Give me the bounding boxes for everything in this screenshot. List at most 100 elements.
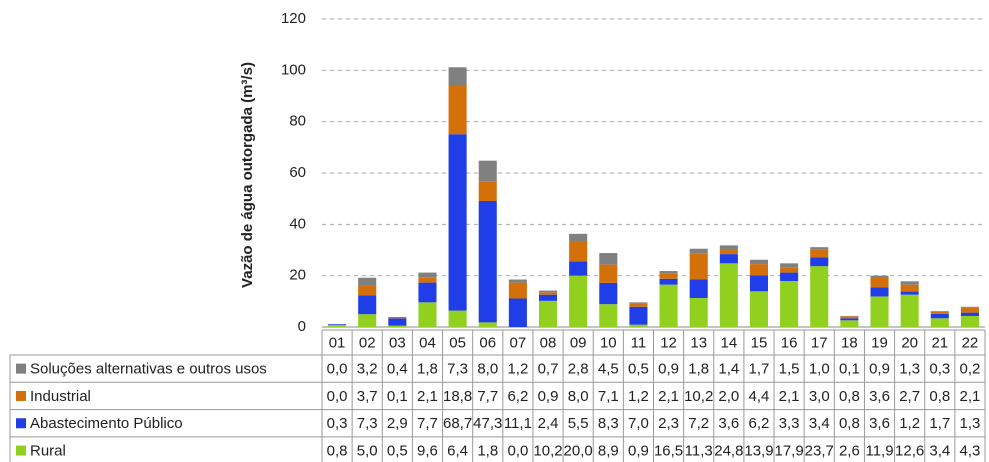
bar-segment — [538, 300, 558, 327]
table-value: 8,3 — [598, 415, 619, 432]
bar-segment — [749, 291, 769, 327]
bar-segment — [810, 257, 829, 267]
bar-segment — [870, 296, 889, 327]
x-tick-label: 03 — [389, 334, 406, 351]
table-value: 2,9 — [387, 415, 408, 432]
table-value: 3,4 — [809, 415, 830, 432]
table-value: 9,6 — [417, 443, 438, 460]
bar-segment — [689, 279, 708, 298]
table-value: 1,8 — [688, 361, 709, 378]
x-tick-label: 14 — [720, 334, 737, 351]
bar-segment — [448, 310, 467, 327]
table-value: 1,5 — [779, 361, 800, 378]
table-value: 23,7 — [805, 443, 834, 460]
bar-segment — [508, 282, 527, 299]
bar-segment — [448, 134, 467, 311]
y-tick-label: 80 — [289, 113, 306, 130]
x-tick-label: 21 — [931, 334, 948, 351]
bar-segment — [508, 279, 527, 283]
bar-segment — [569, 241, 588, 262]
table-value: 0,2 — [960, 361, 981, 378]
y-tick-label: 100 — [281, 61, 306, 78]
bar-segment — [478, 322, 497, 327]
table-value: 0,8 — [839, 415, 860, 432]
bar-segment — [659, 278, 678, 285]
table-value: 2,1 — [960, 388, 981, 405]
y-tick-label: 20 — [289, 267, 306, 284]
table-value: 11,9 — [865, 443, 893, 460]
table-value: 0,8 — [839, 388, 860, 405]
table-value: 4,5 — [598, 361, 619, 378]
table-value: 2,1 — [658, 388, 679, 405]
table-value: 0,0 — [327, 361, 348, 378]
table-value: 0,3 — [929, 361, 950, 378]
table-value: 2,0 — [718, 388, 739, 405]
table-value: 7,3 — [447, 361, 468, 378]
bar-segment — [659, 273, 678, 279]
bar-segment — [448, 67, 467, 86]
table-value: 4,4 — [749, 388, 770, 405]
table-value: 1,3 — [960, 415, 981, 432]
table-value: 0,0 — [507, 443, 528, 460]
table-value: 2,1 — [779, 388, 800, 405]
table-value: 2,7 — [899, 388, 920, 405]
table-value: 0,9 — [658, 361, 679, 378]
legend-label: Soluções alternativas e outros usos — [30, 361, 267, 378]
table-value: 12,6 — [895, 443, 924, 460]
table-value: 0,5 — [387, 443, 408, 460]
table-value: 0,1 — [839, 361, 860, 378]
table-value: 3,7 — [357, 388, 378, 405]
x-tick-label: 04 — [419, 334, 436, 351]
table-value: 18,8 — [443, 388, 472, 405]
table-value: 17,9 — [775, 443, 804, 460]
table-value: 4,3 — [960, 443, 981, 460]
bar-segment — [840, 318, 859, 321]
table-value: 2,6 — [839, 443, 860, 460]
x-tick-label: 06 — [479, 334, 496, 351]
legend-swatch — [16, 445, 26, 456]
bar-segment — [780, 272, 799, 282]
x-tick-label: 08 — [540, 334, 557, 351]
bar-segment — [418, 302, 437, 327]
x-tick-label: 12 — [660, 334, 677, 351]
bar-segment — [810, 266, 829, 327]
bar-segment — [358, 314, 377, 327]
bar-segment — [930, 311, 949, 314]
table-value: 7,0 — [628, 415, 649, 432]
bar-segment — [749, 264, 769, 276]
bar-segment — [659, 284, 678, 327]
table-value: 10,2 — [684, 388, 713, 405]
table-value: 1,7 — [749, 361, 770, 378]
table-value: 6,2 — [507, 388, 528, 405]
bar-segment — [508, 298, 527, 327]
bar-segment — [870, 277, 889, 288]
bar-segment — [418, 272, 437, 278]
table-value: 0,4 — [387, 361, 408, 378]
bar-segment — [358, 295, 377, 315]
legend-label: Abastecimento Público — [30, 415, 183, 432]
y-tick-label: 40 — [289, 215, 306, 232]
table-value: 3,6 — [869, 415, 890, 432]
table-value: 0,9 — [538, 388, 559, 405]
bar-segment — [780, 281, 799, 327]
table-value: 24,8 — [714, 443, 743, 460]
bar-segment — [810, 249, 829, 258]
x-tick-label: 11 — [631, 334, 647, 351]
bar-segment — [900, 281, 919, 285]
table-value: 10,2 — [533, 443, 562, 460]
table-value: 47,3 — [473, 415, 502, 432]
bar-segment — [659, 271, 678, 274]
table-value: 20,0 — [564, 443, 593, 460]
table-value: 1,7 — [929, 415, 950, 432]
table-value: 16,5 — [654, 443, 683, 460]
table-value: 5,0 — [357, 443, 378, 460]
table-value: 2,8 — [568, 361, 589, 378]
bar-segment — [388, 318, 407, 326]
bar-segment — [930, 318, 949, 327]
table-value: 1,4 — [718, 361, 739, 378]
table-value: 2,3 — [658, 415, 679, 432]
x-tick-label: 13 — [690, 334, 707, 351]
x-tick-label: 22 — [962, 334, 979, 351]
table-value: 1,8 — [477, 443, 498, 460]
table-value: 0,9 — [869, 361, 890, 378]
